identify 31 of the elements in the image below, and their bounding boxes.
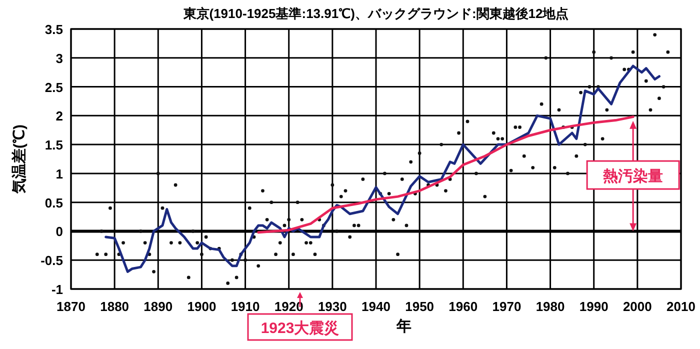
x-tick-label: 1980 — [536, 299, 565, 314]
x-tick-label: 1970 — [492, 299, 522, 314]
y-tick-label: 3.5 — [44, 22, 63, 37]
x-tick-label: 1960 — [448, 299, 478, 314]
text: 1923大震災 — [260, 320, 340, 337]
x-axis-title: 年 — [396, 318, 412, 335]
y-tick-label: 1.5 — [44, 138, 63, 153]
y-tick-label: 2.5 — [44, 80, 63, 95]
x-tick-label: 1880 — [100, 299, 130, 314]
x-tick-label: 1890 — [144, 299, 173, 314]
y-tick-label: 0.5 — [44, 195, 63, 210]
y-tick-label: -0.5 — [40, 253, 63, 268]
x-tick-label: 1870 — [56, 299, 86, 314]
x-tick-label: 1920 — [274, 299, 304, 314]
y-tick-label: 3 — [56, 50, 63, 66]
y-tick-label: 1 — [56, 166, 63, 182]
x-tick-label: 1900 — [187, 299, 216, 314]
x-tick-label: 1930 — [318, 299, 347, 314]
x-tick-label: 1950 — [405, 299, 434, 314]
y-tick-label: -1 — [51, 282, 63, 297]
y-axis-title: 気温差(℃) — [11, 124, 28, 194]
x-tick-label: 2010 — [666, 299, 696, 314]
x-tick-label: 2000 — [622, 299, 652, 314]
x-tick-label: 1940 — [362, 299, 390, 314]
x-tick-label: 1990 — [579, 299, 608, 314]
x-tick-label: 1910 — [230, 299, 260, 314]
y-tick-label: 0 — [56, 224, 63, 240]
line-series — [257, 116, 634, 234]
annotation: 熱汚染量 — [602, 167, 664, 186]
y-tick-label: 2 — [56, 108, 63, 124]
chart-title: 東京(1910-1925基準:13.91℃)、バックグラウンド:関東越後12地点 — [182, 6, 569, 21]
